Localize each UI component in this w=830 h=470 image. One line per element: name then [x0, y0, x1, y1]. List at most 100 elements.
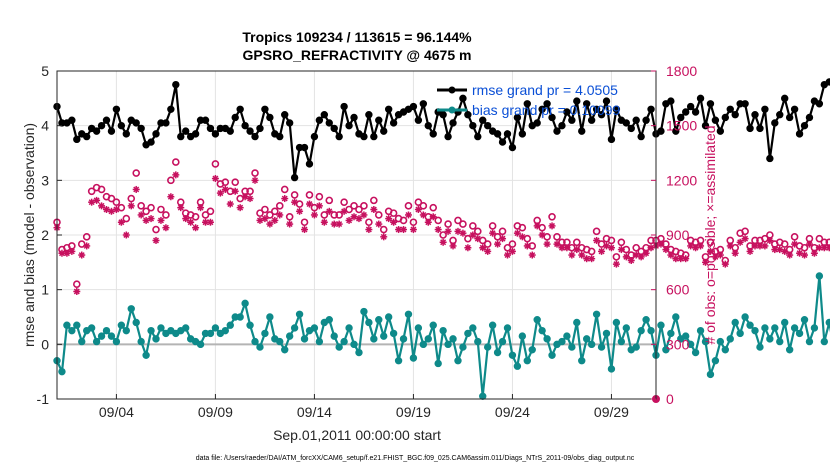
rmse-point — [350, 113, 358, 122]
rmse-point — [776, 111, 784, 119]
y-right-tick-label: 300 — [666, 336, 690, 352]
rmse-point — [449, 119, 457, 127]
bias-point — [429, 321, 437, 329]
assimilated-obs-marker — [390, 218, 398, 226]
bias-point — [558, 337, 566, 346]
bias-point — [196, 340, 205, 349]
bias-point — [597, 343, 606, 351]
bias-point — [459, 343, 467, 351]
possible-obs-marker — [127, 194, 136, 203]
possible-obs-marker — [300, 218, 309, 227]
rmse-point — [667, 97, 675, 105]
assimilated-obs-marker — [301, 226, 309, 234]
assimilated-obs-marker — [122, 231, 130, 239]
possible-obs-marker — [280, 185, 289, 194]
x-tick-label: 09/04 — [99, 404, 134, 420]
assimilated-obs-marker — [380, 233, 388, 241]
rmse-point — [375, 116, 383, 124]
bias-point — [434, 359, 442, 368]
bias-point — [444, 340, 452, 349]
assimilated-obs-marker — [211, 175, 219, 183]
possible-obs-marker — [275, 202, 284, 210]
assimilated-obs-marker — [216, 189, 224, 197]
bias-series — [53, 272, 830, 400]
possible-obs-marker — [340, 198, 348, 206]
rmse-point — [483, 121, 492, 130]
assimilated-obs-marker — [137, 211, 145, 219]
bias-point — [325, 316, 333, 324]
bias-point — [781, 318, 789, 327]
possible-obs-marker — [374, 211, 383, 219]
possible-obs-marker — [483, 240, 492, 248]
rmse-point — [548, 113, 556, 122]
bias-point — [518, 332, 527, 340]
bias-point — [503, 324, 512, 332]
bias-point — [241, 299, 249, 308]
bias-point — [340, 337, 348, 346]
assimilated-obs-marker — [375, 220, 383, 228]
possible-obs-marker — [548, 212, 556, 221]
legend: rmse grand pr = 4.0505 bias grand pr = 0… — [437, 82, 620, 118]
bias-point — [345, 324, 353, 332]
possible-obs-marker — [404, 202, 413, 210]
rmse-point — [731, 111, 739, 119]
rmse-point — [182, 127, 190, 135]
bias-point — [493, 348, 502, 357]
rmse-point — [320, 111, 329, 119]
assimilated-obs-marker — [726, 242, 734, 250]
assimilated-obs-marker — [533, 222, 541, 230]
rmse-point — [761, 105, 769, 113]
bias-point — [142, 351, 150, 359]
rmse-point — [191, 130, 200, 138]
x-tick-label: 09/29 — [594, 404, 629, 420]
bias-point — [127, 305, 135, 313]
assimilated-obs-marker — [246, 195, 254, 203]
bias-point — [107, 332, 116, 340]
bias-point — [330, 332, 338, 340]
x-axis-label: Sep.01,2011 00:00:00 start — [273, 427, 441, 443]
assimilated-obs-marker — [459, 229, 467, 237]
rmse-point — [325, 119, 333, 127]
possible-obs-marker — [419, 202, 428, 210]
assimilated-obs-marker — [642, 249, 650, 257]
rmse-point — [414, 116, 423, 124]
possible-obs-marker — [142, 207, 150, 216]
assimilated-obs-marker — [771, 246, 779, 254]
possible-obs-marker — [335, 211, 343, 219]
rmse-point — [538, 105, 546, 113]
possible-obs-marker — [73, 280, 81, 289]
assimilated-obs-marker — [588, 255, 596, 263]
possible-obs-marker — [553, 233, 561, 241]
assimilated-obs-marker — [340, 207, 348, 215]
assimilated-obs-marker — [127, 202, 135, 210]
assimilated-obs-marker — [583, 255, 591, 263]
rmse-point — [513, 113, 522, 122]
bias-point — [157, 324, 165, 332]
bias-point — [592, 310, 601, 318]
bias-point — [182, 324, 190, 332]
possible-obs-marker — [107, 194, 116, 203]
possible-obs-marker — [201, 211, 210, 219]
assimilated-obs-marker — [781, 247, 789, 255]
assimilated-obs-marker — [518, 233, 526, 241]
assimilated-obs-marker — [404, 211, 412, 219]
bias-point — [73, 321, 81, 329]
rmse-point — [597, 111, 606, 119]
possible-obs-marker — [290, 191, 299, 199]
rmse-point — [83, 132, 91, 141]
y-right-tick-label: 900 — [666, 227, 690, 243]
possible-obs-marker — [439, 231, 447, 239]
rmse-point — [285, 119, 294, 127]
rmse-point — [622, 119, 630, 127]
rmse-point — [68, 116, 76, 124]
assimilated-obs-marker — [400, 226, 408, 234]
rmse-point — [419, 100, 428, 108]
chart-subtitle: GPSRO_REFRACTIVITY @ 4675 m — [243, 47, 472, 63]
bias-point — [795, 329, 804, 338]
rmse-point — [261, 105, 269, 113]
assimilated-obs-marker — [494, 240, 502, 248]
possible-obs-marker — [137, 202, 145, 210]
possible-obs-marker — [572, 238, 581, 247]
assimilated-obs-marker — [702, 258, 710, 266]
rmse-point — [360, 132, 368, 141]
